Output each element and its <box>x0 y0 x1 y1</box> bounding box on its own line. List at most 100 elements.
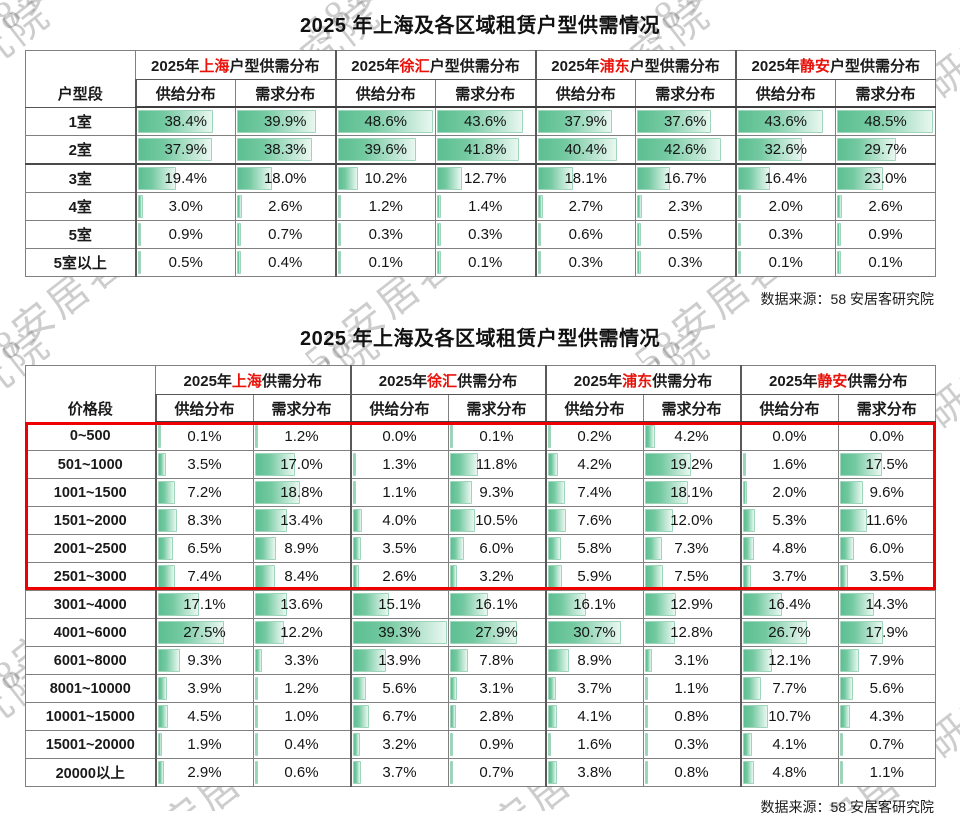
cell-value: 5.6% <box>382 680 417 697</box>
value-bar <box>644 761 649 784</box>
data-cell: 3.7% <box>739 562 839 591</box>
data-cell: 4.2% <box>544 450 644 479</box>
value-bar <box>644 593 676 616</box>
cell-value: 10.5% <box>475 512 518 529</box>
value-bar <box>337 167 358 190</box>
data-cell: 8.4% <box>252 562 351 591</box>
value-bar <box>157 677 167 700</box>
data-cell: 29.7% <box>835 135 936 165</box>
value-bar <box>137 195 144 218</box>
cell-value: 12.0% <box>670 512 713 529</box>
data-cell: 0.1% <box>435 248 536 277</box>
cell-value: 2.0% <box>768 198 803 215</box>
cell-value: 3.1% <box>479 680 514 697</box>
data-cell: 48.5% <box>835 106 936 136</box>
data-cell: 0.9% <box>134 220 236 249</box>
row-label-cell: 3001~4000 <box>25 590 156 619</box>
cell-value: 3.5% <box>187 456 222 473</box>
value-bar <box>449 509 475 532</box>
data-cell: 39.3% <box>349 618 449 647</box>
value-bar <box>352 705 369 728</box>
cell-value: 4.5% <box>187 708 222 725</box>
data-cell: 17.1% <box>154 590 254 619</box>
cell-value: 29.7% <box>864 141 907 158</box>
data-cell: 3.7% <box>349 758 449 787</box>
cell-value: 38.4% <box>164 113 208 130</box>
value-bar <box>137 251 142 274</box>
data-cell: 11.8% <box>447 450 546 479</box>
group-header-suffix: 户型供需分布 <box>429 57 520 75</box>
table-row: 20000以上 2.9% 0.6% 3.7% 0.7% 3.8% 0.8% 4.8% 1.1% <box>25 758 936 787</box>
data-cell: 0.4% <box>235 248 336 277</box>
cell-value: 37.9% <box>564 113 608 130</box>
cell-value: 10.7% <box>768 708 811 725</box>
cell-value: 0.9% <box>168 226 203 243</box>
value-bar <box>254 733 259 756</box>
table-wrapper-2: 价格段 2025年上海供需分布 2025年徐汇供需分布 2025年浦东供需分布 2025… <box>25 365 936 787</box>
value-bar <box>437 223 441 246</box>
cell-value: 0.6% <box>284 764 319 781</box>
value-bar <box>137 138 213 161</box>
value-bar <box>137 110 214 133</box>
group-header-suffix: 供需分布 <box>261 372 322 390</box>
cell-value: 42.6% <box>663 141 707 158</box>
value-bar <box>254 649 263 672</box>
value-bar <box>352 509 363 532</box>
data-cell: 1.2% <box>334 192 436 221</box>
value-bar <box>157 761 165 784</box>
cell-value: 3.5% <box>869 568 904 585</box>
value-bar <box>839 593 875 616</box>
cell-value: 3.3% <box>284 652 319 669</box>
cell-value: 27.5% <box>183 624 226 641</box>
cell-value: 0.0% <box>869 428 904 445</box>
cell-value: 27.9% <box>475 624 518 641</box>
row-label: 2001~2500 <box>53 540 127 557</box>
cell-value: 0.3% <box>368 226 403 243</box>
value-bar <box>742 733 753 756</box>
data-cell: 42.6% <box>635 135 736 165</box>
value-bar <box>437 251 441 274</box>
data-cell: 2.6% <box>235 192 336 221</box>
group-header-上海: 2025年上海户型供需分布 <box>135 50 336 80</box>
group-header-上海: 2025年上海供需分布 <box>155 365 351 395</box>
row-label: 4001~6000 <box>53 624 127 641</box>
value-bar <box>839 537 854 560</box>
cell-value: 7.5% <box>674 568 709 585</box>
table-row: 1501~2000 8.3% 13.4% 4.0% 10.5% 7.6% 12.0% 5.3%… <box>25 506 936 535</box>
cell-value: 11.6% <box>866 512 908 529</box>
value-bar <box>737 110 824 133</box>
value-bar <box>742 761 755 784</box>
cell-value: 3.2% <box>479 568 514 585</box>
row-label-cell: 3室 <box>25 163 136 193</box>
table-row: 5室 0.9% 0.7% 0.3% 0.3% 0.6% 0.5% 0.3% 0.9% <box>25 220 936 249</box>
cell-value: 2.3% <box>668 198 703 215</box>
data-cell: 0.9% <box>447 730 546 759</box>
data-cell: 30.7% <box>544 618 644 647</box>
value-bar <box>547 677 557 700</box>
value-bar <box>837 223 841 246</box>
data-cell: 37.6% <box>635 106 736 136</box>
cell-value: 5.6% <box>869 680 904 697</box>
page-title-1: 2025 年上海及各区域租赁户型供需情况 <box>299 15 661 37</box>
value-bar <box>254 677 259 700</box>
data-cell: 0.3% <box>734 220 836 249</box>
value-bar <box>157 537 174 560</box>
value-bar <box>547 425 552 448</box>
corner-header-cell: 户型段 <box>25 50 136 108</box>
cell-value: 7.6% <box>577 512 612 529</box>
data-cell: 1.9% <box>154 730 254 759</box>
cell-value: 1.2% <box>284 680 319 697</box>
value-bar <box>837 138 896 161</box>
value-bar <box>449 705 457 728</box>
data-cell: 32.6% <box>734 135 836 165</box>
data-cell: 16.1% <box>447 590 546 619</box>
cell-value: 4.2% <box>674 428 709 445</box>
cell-value: 12.8% <box>670 624 713 641</box>
table-row: 5室以上 0.5% 0.4% 0.1% 0.1% 0.3% 0.3% 0.1% 0.1% <box>25 248 936 277</box>
cell-value: 7.4% <box>187 568 222 585</box>
value-bar <box>254 621 284 644</box>
cell-value: 39.3% <box>378 624 421 641</box>
data-cell: 6.5% <box>154 534 254 563</box>
cell-value: 12.2% <box>280 624 323 641</box>
cell-value: 18.1% <box>564 170 608 187</box>
